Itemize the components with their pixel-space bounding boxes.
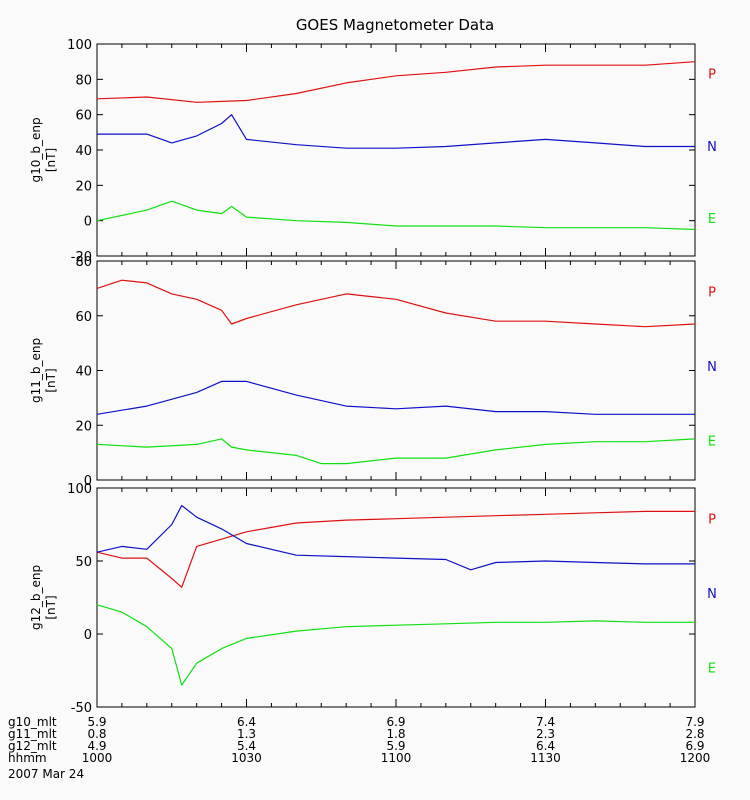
x-row-label: g12_mlt	[8, 739, 57, 753]
series-line-E	[96, 604, 695, 686]
x-row-value: 1100	[381, 751, 412, 765]
x-row-value: 2.8	[685, 727, 704, 741]
chart-title: GOES Magnetometer Data	[296, 16, 494, 34]
x-row-label: hhmm	[8, 751, 47, 765]
legend-P: P	[708, 68, 716, 83]
series-line-E	[96, 200, 696, 231]
legend-E: E	[708, 212, 716, 227]
x-row-value: 1030	[231, 751, 262, 765]
y-axis-unit: [nT]	[44, 148, 58, 172]
legend-E: E	[708, 435, 716, 450]
panel-3: -50 0 50 100 g12_b_enp [nT] P N E	[29, 482, 717, 716]
legend-E: E	[708, 662, 716, 677]
series-line-E	[96, 438, 696, 465]
x-axis-rows: g10_mlt 5.9 6.4 6.9 7.4 7.9 g11_mlt 0.8 1.3 1.8 2.…	[8, 715, 710, 765]
legend-N: N	[707, 587, 717, 602]
y-tick-label: 0	[84, 215, 92, 230]
series-line-P	[96, 61, 696, 103]
legend-N: N	[707, 140, 717, 155]
y-axis-label: g11_b_enp	[29, 338, 43, 403]
y-axis-label: g10_b_enp	[29, 117, 43, 182]
y-tick-label: 80	[75, 73, 92, 88]
y-tick-label: 0	[84, 474, 92, 489]
x-row-label: g10_mlt	[8, 715, 57, 729]
x-row-value: 6.4	[237, 715, 256, 729]
series-line-N	[97, 114, 695, 149]
x-row-value: 1130	[530, 751, 561, 765]
y-tick-label: 80	[75, 255, 92, 270]
series-line-N	[96, 380, 695, 415]
x-row-value: 2.3	[536, 727, 555, 741]
x-row-value: 5.9	[386, 739, 405, 753]
y-axis-unit: [nT]	[44, 368, 58, 392]
series-line-P	[96, 279, 696, 328]
y-tick-label: 40	[75, 144, 92, 159]
legend-P: P	[708, 513, 716, 528]
y-tick-label: 100	[67, 38, 92, 53]
panel-2: 0 20 40 60 80 g11_b_enp [nT] P N E	[29, 255, 717, 489]
y-tick-label: 0	[84, 628, 92, 643]
x-row-label: g11_mlt	[8, 727, 57, 741]
x-row-value: 5.9	[87, 715, 106, 729]
panel-frame	[96, 487, 696, 708]
x-row-value: 1.8	[386, 727, 405, 741]
date-label: 2007 Mar 24	[8, 767, 84, 781]
x-row-value: 1000	[82, 751, 113, 765]
panel-1: -20 0 20 40 60 80 100 g10_b_enp [nT] P N E	[29, 38, 717, 265]
x-row-value: 4.9	[87, 739, 106, 753]
legend-P: P	[708, 286, 716, 301]
y-axis-label: g12_b_enp	[29, 565, 43, 630]
y-tick-label: 50	[75, 555, 92, 570]
y-tick-label: -50	[71, 701, 92, 716]
y-tick-label: 20	[75, 179, 92, 194]
series-line-P	[96, 510, 695, 588]
series-line-N	[96, 504, 695, 571]
x-row-value: 6.9	[386, 715, 405, 729]
x-row-value: 7.4	[536, 715, 555, 729]
legend-N: N	[707, 360, 717, 375]
y-axis-unit: [nT]	[44, 595, 58, 619]
y-tick-label: 40	[75, 365, 92, 380]
y-tick-label: 60	[75, 109, 92, 124]
x-row-value: 1200	[680, 751, 711, 765]
x-row-value: 7.9	[685, 715, 704, 729]
y-tick-label: 60	[75, 310, 92, 325]
y-tick-label: 20	[75, 419, 92, 434]
y-tick-label: -20	[71, 250, 92, 265]
panel-frame	[96, 260, 696, 481]
y-tick-label: 100	[67, 482, 92, 497]
x-row-value: 1.3	[237, 727, 256, 741]
x-row-value: 5.4	[237, 739, 256, 753]
x-row-value: 0.8	[87, 727, 106, 741]
x-row-value: 6.9	[685, 739, 704, 753]
x-row-value: 6.4	[536, 739, 555, 753]
